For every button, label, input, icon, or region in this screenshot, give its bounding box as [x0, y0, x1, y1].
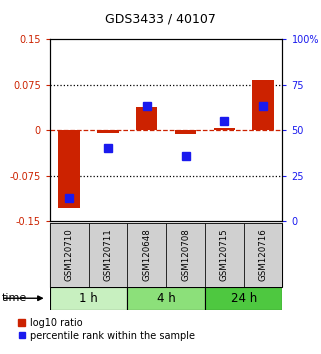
Text: GSM120708: GSM120708 — [181, 228, 190, 281]
Text: GSM120648: GSM120648 — [142, 228, 151, 281]
Text: 4 h: 4 h — [157, 292, 176, 305]
Legend: log10 ratio, percentile rank within the sample: log10 ratio, percentile rank within the … — [18, 318, 195, 341]
Bar — [205, 223, 244, 287]
Bar — [175, 130, 196, 135]
Text: time: time — [2, 293, 27, 303]
Bar — [127, 223, 166, 287]
Bar — [58, 130, 80, 208]
Bar — [244, 223, 282, 287]
Bar — [127, 287, 205, 310]
Text: 24 h: 24 h — [230, 292, 257, 305]
Bar — [89, 223, 127, 287]
Bar — [166, 223, 205, 287]
Bar — [50, 223, 89, 287]
Text: GSM120715: GSM120715 — [220, 228, 229, 281]
Text: GSM120711: GSM120711 — [103, 228, 112, 281]
Bar — [214, 128, 235, 130]
Bar — [205, 287, 282, 310]
Text: GDS3433 / 40107: GDS3433 / 40107 — [105, 12, 216, 25]
Bar — [50, 287, 127, 310]
Bar — [97, 130, 118, 132]
Bar — [252, 80, 274, 130]
Text: GSM120716: GSM120716 — [259, 228, 268, 281]
Text: GSM120710: GSM120710 — [65, 228, 74, 281]
Text: 1 h: 1 h — [79, 292, 98, 305]
Bar — [136, 107, 157, 130]
